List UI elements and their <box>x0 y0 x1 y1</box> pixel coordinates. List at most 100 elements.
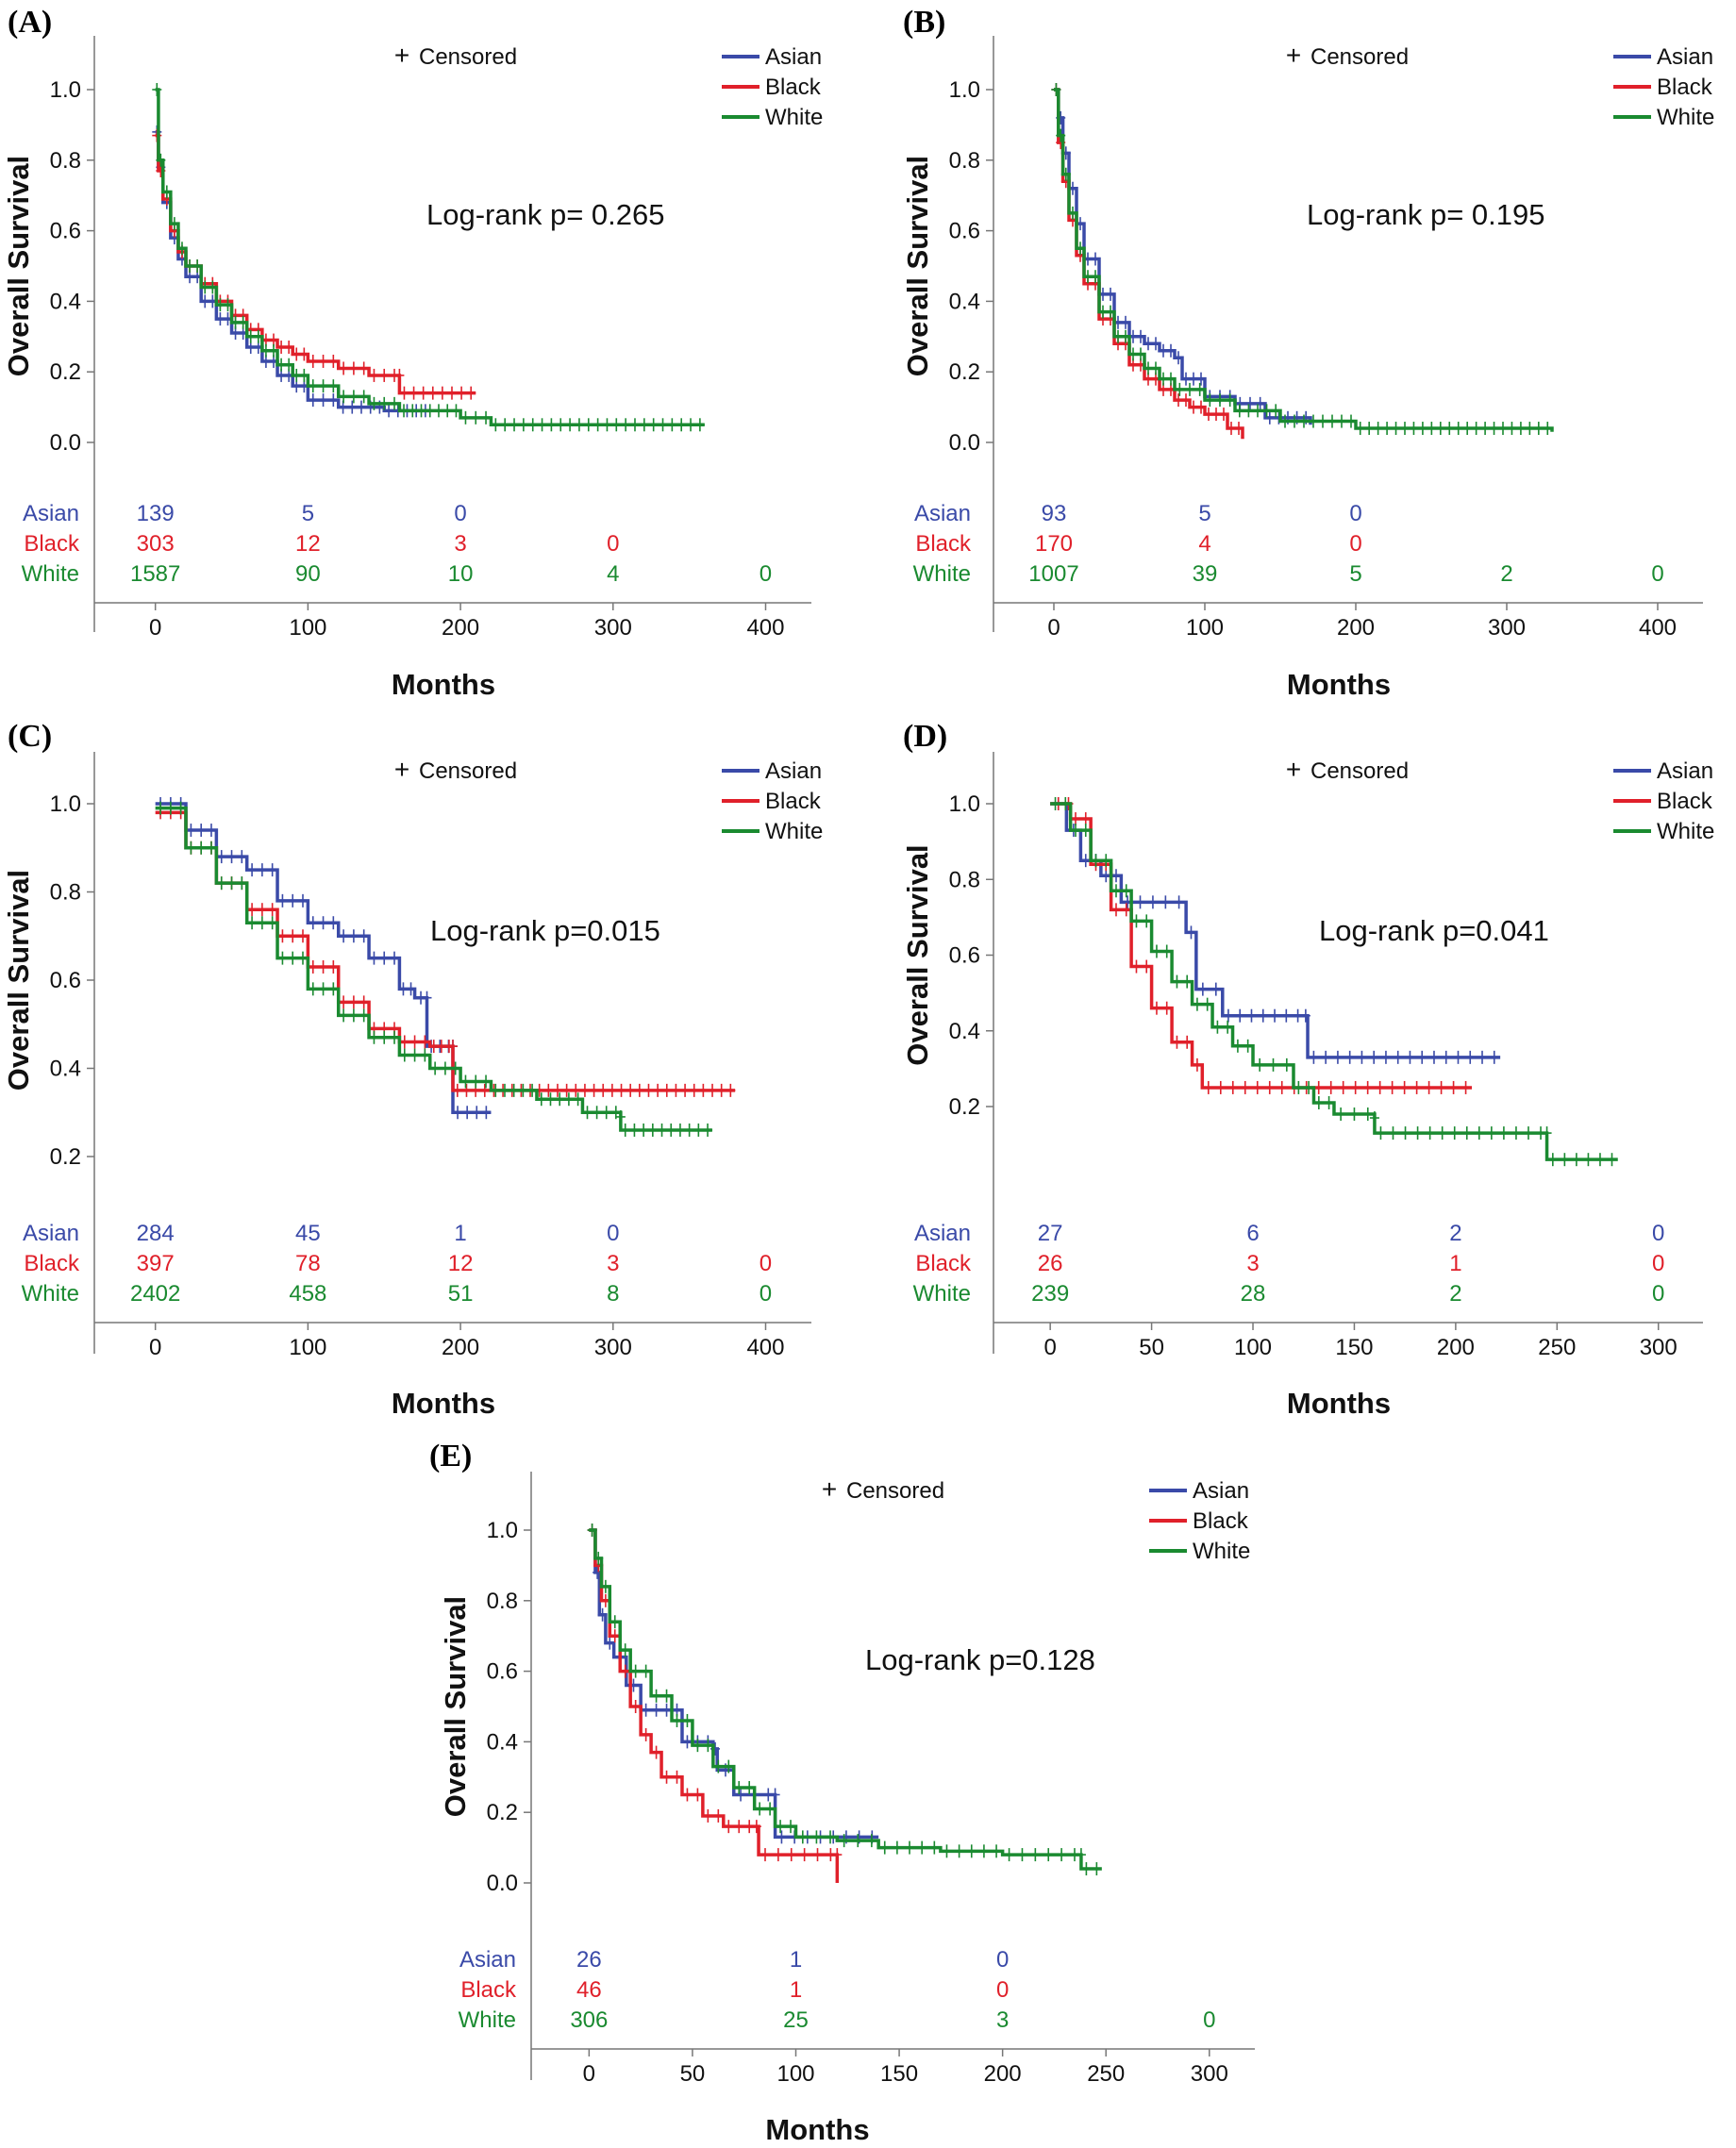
x-axis-label: Months <box>1287 668 1391 701</box>
risk-row-label-asian: Asian <box>914 501 971 526</box>
legend-censored-label: Censored <box>1310 758 1409 784</box>
risk-value: 3 <box>607 1251 619 1276</box>
y-tick-label: 0.4 <box>949 289 980 314</box>
risk-value: 0 <box>1203 2007 1215 2033</box>
x-tick-label: 0 <box>149 615 161 641</box>
legend-label-white: White <box>765 105 823 130</box>
risk-value: 3 <box>1246 1251 1259 1276</box>
risk-value: 1 <box>790 1977 802 2003</box>
legend-label-black: Black <box>1193 1508 1249 1534</box>
censor-marks-white <box>156 801 713 1137</box>
x-tick-label: 150 <box>880 2061 918 2087</box>
risk-row-label-black: Black <box>460 1977 517 2003</box>
censored-symbol: + <box>394 755 409 784</box>
panel-letter: (A) <box>8 5 52 40</box>
censor-marks-asian <box>156 797 492 1120</box>
y-tick-label: 0.8 <box>949 867 980 892</box>
risk-row-label-black: Black <box>915 1251 972 1276</box>
risk-value: 6 <box>1246 1221 1259 1246</box>
censor-marks-white <box>152 83 705 432</box>
y-tick-label: 0.2 <box>50 359 81 385</box>
risk-value: 90 <box>295 561 321 587</box>
y-tick-label: 0.8 <box>50 148 81 174</box>
logrank-annotation: Log-rank p= 0.265 <box>426 198 665 231</box>
risk-value: 397 <box>137 1251 175 1276</box>
y-tick-label: 0.0 <box>949 430 980 456</box>
x-tick-label: 100 <box>1186 615 1224 641</box>
risk-row-label-asian: Asian <box>23 501 79 526</box>
x-axis-label: Months <box>392 1387 495 1420</box>
risk-value: 1 <box>790 1947 802 1973</box>
legend-label-asian: Asian <box>765 44 822 70</box>
legend-label-black: Black <box>765 789 822 814</box>
x-tick-label: 0 <box>1047 615 1060 641</box>
y-tick-label: 0.6 <box>50 219 81 244</box>
y-tick-label: 1.0 <box>949 77 980 103</box>
censored-symbol: + <box>1286 755 1301 784</box>
y-axis-label: Overall Survival <box>2 870 35 1091</box>
risk-value: 10 <box>448 561 474 587</box>
y-tick-label: 1.0 <box>949 791 980 817</box>
censored-symbol: + <box>394 41 409 70</box>
x-tick-label: 300 <box>1640 1335 1678 1360</box>
risk-value: 170 <box>1035 531 1073 557</box>
risk-value: 3 <box>996 2007 1009 2033</box>
risk-value: 4 <box>1198 531 1210 557</box>
risk-value: 0 <box>1652 1221 1664 1246</box>
legend-censored-label: Censored <box>846 1478 944 1504</box>
legend-label-asian: Asian <box>765 758 822 784</box>
risk-value: 239 <box>1031 1281 1069 1307</box>
risk-value: 0 <box>760 1251 772 1276</box>
risk-value: 93 <box>1042 501 1067 526</box>
risk-row-label-white: White <box>459 2007 516 2033</box>
x-tick-label: 100 <box>289 1335 326 1360</box>
risk-value: 284 <box>137 1221 175 1246</box>
x-tick-label: 200 <box>1437 1335 1475 1360</box>
y-tick-label: 0.6 <box>487 1659 518 1685</box>
risk-value: 25 <box>783 2007 809 2033</box>
y-tick-label: 0.6 <box>949 943 980 969</box>
y-tick-label: 0.2 <box>949 359 980 385</box>
censor-marks-black <box>587 1524 843 1862</box>
risk-value: 5 <box>302 501 314 526</box>
logrank-annotation: Log-rank p=0.015 <box>430 914 660 947</box>
panel-letter: (D) <box>903 719 947 754</box>
y-tick-label: 1.0 <box>50 791 81 817</box>
legend-label-black: Black <box>1657 75 1713 100</box>
risk-value: 28 <box>1241 1281 1266 1307</box>
logrank-annotation: Log-rank p=0.041 <box>1319 914 1549 947</box>
censor-marks-black <box>152 128 476 400</box>
legend-label-white: White <box>765 819 823 844</box>
risk-value: 26 <box>576 1947 602 1973</box>
risk-row-label-white: White <box>913 561 971 587</box>
risk-value: 0 <box>454 501 466 526</box>
y-tick-label: 0.2 <box>50 1144 81 1170</box>
censor-marks-white <box>587 1524 1102 1876</box>
x-tick-label: 100 <box>1234 1335 1272 1360</box>
x-axis-label: Months <box>392 668 495 701</box>
censor-marks-black <box>156 806 736 1097</box>
legend-label-white: White <box>1657 819 1714 844</box>
x-tick-label: 300 <box>1191 2061 1228 2087</box>
risk-value: 0 <box>760 1281 772 1307</box>
x-tick-label: 400 <box>1639 615 1677 641</box>
y-tick-label: 0.2 <box>949 1094 980 1120</box>
y-tick-label: 0.8 <box>50 880 81 906</box>
survival-curve-white <box>1054 88 1554 432</box>
legend-label-white: White <box>1657 105 1714 130</box>
legend-label-black: Black <box>1657 789 1713 814</box>
risk-row-label-asian: Asian <box>23 1221 79 1246</box>
risk-value: 2 <box>1449 1281 1461 1307</box>
y-tick-label: 1.0 <box>487 1518 518 1543</box>
legend-censored-label: Censored <box>419 758 517 784</box>
y-axis-label: Overall Survival <box>439 1596 472 1817</box>
risk-value: 5 <box>1349 561 1361 587</box>
panel-d: (D)0.20.40.60.81.00 50 100 150 200 250 300Over… <box>901 719 1714 1420</box>
x-tick-label: 300 <box>594 615 632 641</box>
x-tick-label: 400 <box>746 615 784 641</box>
x-tick-label: 50 <box>1139 1335 1164 1360</box>
x-tick-label: 300 <box>594 1335 632 1360</box>
y-tick-label: 0.8 <box>949 148 980 174</box>
censor-marks-white <box>1051 83 1553 436</box>
y-tick-label: 0.4 <box>50 1057 81 1082</box>
